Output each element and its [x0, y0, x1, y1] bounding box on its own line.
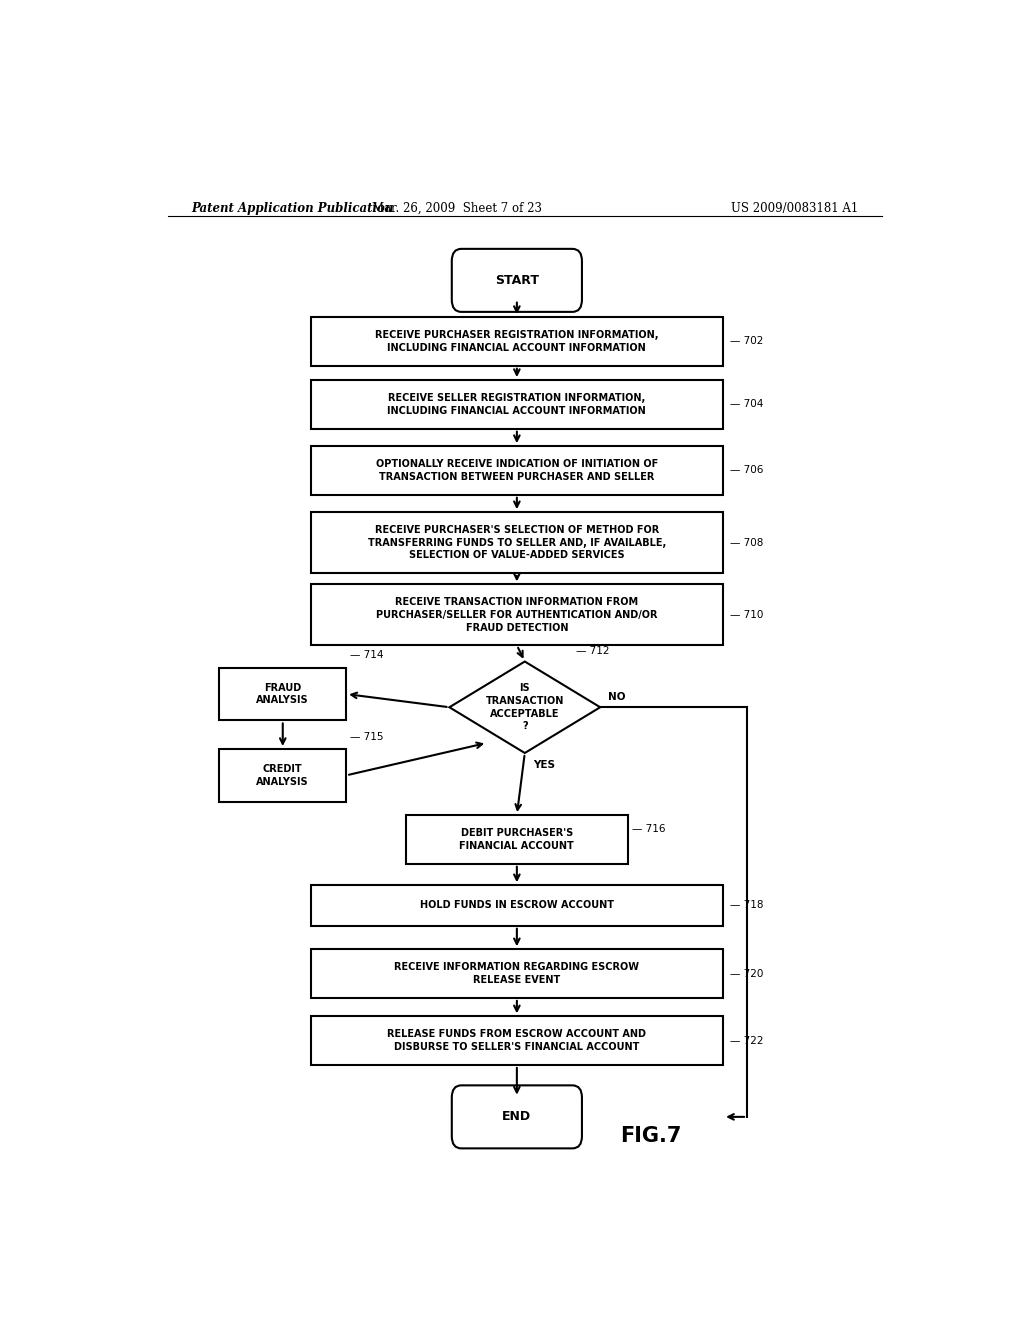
- Text: — 710: — 710: [729, 610, 763, 620]
- Text: — 718: — 718: [729, 900, 763, 911]
- Text: — 720: — 720: [729, 969, 763, 978]
- Text: — 706: — 706: [729, 466, 763, 475]
- Text: — 716: — 716: [632, 824, 666, 834]
- Text: — 704: — 704: [729, 400, 763, 409]
- Bar: [310, 317, 723, 366]
- Bar: [310, 886, 723, 925]
- Text: END: END: [503, 1110, 531, 1123]
- FancyBboxPatch shape: [452, 1085, 582, 1148]
- Text: RECEIVE INFORMATION REGARDING ESCROW
RELEASE EVENT: RECEIVE INFORMATION REGARDING ESCROW REL…: [394, 962, 639, 985]
- Text: — 714: — 714: [350, 651, 384, 660]
- Bar: [310, 512, 723, 573]
- Text: US 2009/0083181 A1: US 2009/0083181 A1: [731, 202, 858, 215]
- Text: CREDIT
ANALYSIS: CREDIT ANALYSIS: [256, 764, 309, 787]
- Text: RECEIVE PURCHASER'S SELECTION OF METHOD FOR
TRANSFERRING FUNDS TO SELLER AND, IF: RECEIVE PURCHASER'S SELECTION OF METHOD …: [368, 525, 666, 561]
- Text: IS
TRANSACTION
ACCEPTABLE
?: IS TRANSACTION ACCEPTABLE ?: [485, 682, 564, 731]
- Text: HOLD FUNDS IN ESCROW ACCOUNT: HOLD FUNDS IN ESCROW ACCOUNT: [420, 900, 613, 911]
- Text: DEBIT PURCHASER'S
FINANCIAL ACCOUNT: DEBIT PURCHASER'S FINANCIAL ACCOUNT: [460, 828, 574, 851]
- Bar: [310, 949, 723, 998]
- Text: OPTIONALLY RECEIVE INDICATION OF INITIATION OF
TRANSACTION BETWEEN PURCHASER AND: OPTIONALLY RECEIVE INDICATION OF INITIAT…: [376, 459, 658, 482]
- Text: — 702: — 702: [729, 337, 763, 346]
- Bar: [219, 748, 346, 801]
- Bar: [310, 446, 723, 495]
- Text: RELEASE FUNDS FROM ESCROW ACCOUNT AND
DISBURSE TO SELLER'S FINANCIAL ACCOUNT: RELEASE FUNDS FROM ESCROW ACCOUNT AND DI…: [387, 1030, 646, 1052]
- Text: — 722: — 722: [729, 1036, 763, 1045]
- Text: YES: YES: [532, 760, 555, 770]
- Text: RECEIVE SELLER REGISTRATION INFORMATION,
INCLUDING FINANCIAL ACCOUNT INFORMATION: RECEIVE SELLER REGISTRATION INFORMATION,…: [387, 393, 646, 416]
- Text: RECEIVE PURCHASER REGISTRATION INFORMATION,
INCLUDING FINANCIAL ACCOUNT INFORMAT: RECEIVE PURCHASER REGISTRATION INFORMATI…: [375, 330, 658, 352]
- Bar: [219, 668, 346, 721]
- Bar: [406, 814, 628, 863]
- Text: FRAUD
ANALYSIS: FRAUD ANALYSIS: [256, 682, 309, 705]
- Polygon shape: [450, 661, 600, 752]
- Text: — 712: — 712: [577, 647, 610, 656]
- Text: START: START: [495, 273, 539, 286]
- Bar: [310, 1016, 723, 1065]
- Bar: [310, 585, 723, 645]
- Text: RECEIVE TRANSACTION INFORMATION FROM
PURCHASER/SELLER FOR AUTHENTICATION AND/OR
: RECEIVE TRANSACTION INFORMATION FROM PUR…: [376, 597, 657, 632]
- Text: Mar. 26, 2009  Sheet 7 of 23: Mar. 26, 2009 Sheet 7 of 23: [373, 202, 543, 215]
- Text: FIG.7: FIG.7: [620, 1126, 681, 1146]
- FancyBboxPatch shape: [452, 249, 582, 312]
- Text: — 715: — 715: [350, 731, 384, 742]
- Text: — 708: — 708: [729, 537, 763, 548]
- Bar: [310, 380, 723, 429]
- Text: Patent Application Publication: Patent Application Publication: [191, 202, 394, 215]
- Text: NO: NO: [608, 692, 626, 702]
